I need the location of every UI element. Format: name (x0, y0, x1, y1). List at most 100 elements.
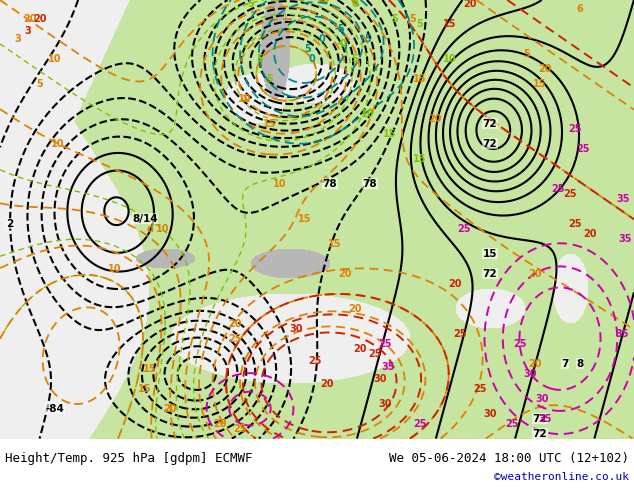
Point (0, 435, 5, 442)
Point (0, 435, 5, 442)
Text: 20: 20 (428, 114, 442, 124)
Text: -0: -0 (337, 39, 347, 49)
Text: 15: 15 (328, 239, 342, 249)
Text: 25: 25 (568, 124, 582, 134)
Point (0, 435, 5, 442)
Text: 20: 20 (23, 14, 37, 24)
Text: 5: 5 (392, 14, 398, 24)
Text: 25: 25 (457, 224, 471, 234)
Point (0, 435, 5, 442)
Text: 10: 10 (48, 54, 61, 64)
Text: 25: 25 (514, 339, 527, 349)
Text: 25: 25 (576, 144, 590, 154)
Text: 20: 20 (583, 229, 597, 239)
Point (0, 435, 5, 442)
Point (0, 435, 5, 442)
Text: 15: 15 (143, 364, 157, 373)
Point (0, 435, 5, 442)
Text: 72: 72 (482, 119, 497, 129)
Text: 72: 72 (482, 269, 497, 279)
Text: 25: 25 (568, 219, 582, 229)
Text: 5: 5 (410, 14, 417, 24)
Text: 5: 5 (257, 54, 263, 64)
Text: 3: 3 (25, 26, 31, 36)
Text: 20: 20 (163, 404, 177, 414)
Point (0, 435, 5, 442)
Text: 7: 7 (561, 359, 569, 368)
Text: 25: 25 (228, 334, 242, 343)
Text: 20: 20 (538, 64, 552, 74)
Text: 15: 15 (298, 214, 312, 224)
Point (0, 435, 5, 442)
Text: 72: 72 (482, 139, 497, 149)
Text: 30: 30 (535, 393, 549, 404)
Point (0, 435, 5, 442)
Text: 10: 10 (156, 224, 170, 234)
Point (0, 435, 5, 442)
Text: 25: 25 (453, 329, 467, 339)
Text: Height/Temp. 925 hPa [gdpm] ECMWF: Height/Temp. 925 hPa [gdpm] ECMWF (5, 452, 252, 465)
Text: 5: 5 (417, 19, 424, 29)
Point (0, 435, 5, 442)
Text: 30: 30 (289, 324, 303, 334)
Point (0, 435, 5, 442)
Text: 0: 0 (309, 54, 315, 64)
Point (0, 435, 5, 442)
Point (0, 435, 5, 442)
Text: -5: -5 (245, 0, 256, 9)
Text: 5: 5 (37, 79, 43, 89)
Point (0, 435, 5, 442)
Text: 5: 5 (267, 74, 273, 84)
Text: ©weatheronline.co.uk: ©weatheronline.co.uk (494, 472, 629, 482)
Text: 20: 20 (353, 343, 366, 354)
Text: 15: 15 (413, 154, 427, 164)
Text: 35: 35 (615, 329, 629, 339)
Text: 10: 10 (108, 264, 122, 274)
Text: 6: 6 (577, 4, 583, 14)
Text: 5: 5 (524, 49, 531, 59)
Text: 25: 25 (233, 423, 247, 434)
Text: 5: 5 (365, 34, 372, 44)
Text: 25: 25 (473, 384, 487, 393)
Text: 35: 35 (381, 362, 395, 371)
Text: 20: 20 (528, 269, 541, 279)
Text: 30: 30 (373, 373, 387, 384)
Point (0, 435, 5, 442)
Text: 25: 25 (308, 356, 321, 366)
Text: 5: 5 (352, 54, 358, 64)
Point (0, 435, 5, 442)
Text: 20: 20 (348, 304, 362, 314)
Text: -84: -84 (46, 404, 65, 414)
Text: 20: 20 (463, 0, 477, 9)
Text: d: d (146, 224, 153, 234)
Point (0, 435, 5, 442)
Text: 25: 25 (551, 184, 565, 194)
Text: 10: 10 (273, 179, 287, 189)
Point (0, 435, 5, 442)
Text: 0: 0 (271, 0, 278, 4)
Point (0, 435, 5, 442)
Point (0, 435, 5, 442)
Text: 20: 20 (528, 359, 541, 368)
Text: 0: 0 (352, 0, 358, 9)
Text: 10: 10 (238, 94, 252, 104)
Text: 20: 20 (339, 269, 352, 279)
Text: 0: 0 (319, 34, 325, 44)
Text: 15: 15 (413, 74, 427, 84)
Text: 8/14: 8/14 (132, 214, 158, 224)
Text: 30: 30 (523, 368, 537, 379)
Text: 78: 78 (323, 179, 337, 189)
Text: 15: 15 (263, 119, 277, 129)
Point (0, 435, 5, 442)
Point (0, 435, 5, 442)
Text: We 05-06-2024 18:00 UTC (12+102): We 05-06-2024 18:00 UTC (12+102) (389, 452, 629, 465)
Text: 15: 15 (138, 384, 152, 393)
Text: 30: 30 (378, 398, 392, 409)
Text: 15: 15 (383, 129, 397, 139)
Text: 25: 25 (378, 339, 392, 349)
Text: 2: 2 (6, 219, 13, 229)
Text: 25: 25 (413, 418, 427, 429)
Text: 15: 15 (482, 249, 497, 259)
Text: 10: 10 (443, 54, 456, 64)
Text: 78: 78 (363, 179, 377, 189)
